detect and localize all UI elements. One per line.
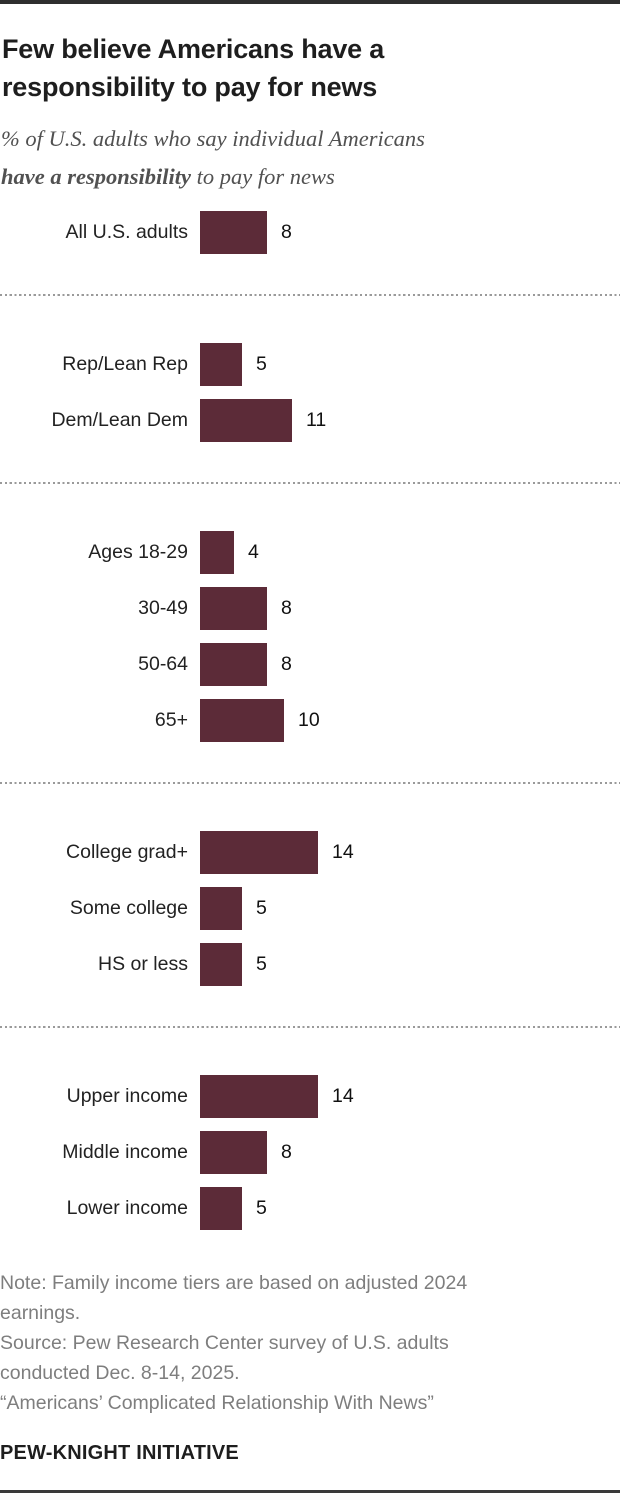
section-divider (0, 482, 620, 484)
bar (200, 887, 242, 930)
category-label: Upper income (66, 1085, 188, 1107)
note-line: “Americans’ Complicated Relationship Wit… (0, 1392, 434, 1414)
page-title: Few believe Americans have a responsibili… (2, 30, 620, 106)
subtitle-emphasis: have a responsibility (1, 164, 191, 189)
bar-row: Middle income 8 (0, 1131, 620, 1174)
category-label: Middle income (62, 1141, 188, 1163)
section-divider (0, 782, 620, 784)
value-label: 5 (256, 953, 267, 975)
bar (200, 211, 267, 254)
bar-row: 65+ 10 (0, 699, 620, 742)
subtitle-line-1: % of U.S. adults who say individual Amer… (1, 126, 425, 151)
bar-row: Lower income 5 (0, 1187, 620, 1230)
bar-chart: All U.S. adults 8 Rep/Lean Rep 5 Dem/Lean De… (0, 211, 620, 1230)
bar-row: HS or less 5 (0, 943, 620, 986)
chart-section-income: Upper income 14 Middle income 8 Lower income… (0, 1075, 620, 1230)
bar-row: Ages 18-29 4 (0, 531, 620, 574)
bar (200, 643, 267, 686)
note-line: Source: Pew Research Center survey of U.… (0, 1332, 449, 1354)
bar (200, 587, 267, 630)
value-label: 14 (332, 841, 354, 863)
category-label: College grad+ (66, 841, 188, 863)
chart-section-age: Ages 18-29 4 30-49 8 50-64 8 65+ 10 (0, 531, 620, 742)
note-line: conducted Dec. 8-14, 2025. (0, 1362, 240, 1384)
value-label: 8 (281, 1141, 292, 1163)
footnotes: Note: Family income tiers are based on a… (0, 1268, 620, 1418)
value-label: 5 (256, 897, 267, 919)
bar-row: 50-64 8 (0, 643, 620, 686)
chart-section-overall: All U.S. adults 8 (0, 211, 620, 254)
bar (200, 531, 234, 574)
value-label: 5 (256, 1197, 267, 1219)
bar (200, 1131, 267, 1174)
category-label: 30-49 (138, 597, 188, 619)
value-label: 8 (281, 221, 292, 243)
note-line: Note: Family income tiers are based on a… (0, 1272, 468, 1294)
bar-row: Dem/Lean Dem 11 (0, 399, 620, 442)
section-divider (0, 294, 620, 296)
category-label: Some college (69, 897, 188, 919)
category-label: 65+ (154, 709, 188, 731)
brand-label: PEW-KNIGHT INITIATIVE (0, 1442, 239, 1464)
bar (200, 1075, 318, 1118)
title-line-1: Few believe Americans have a (2, 34, 385, 64)
top-border (0, 0, 620, 4)
category-label: HS or less (98, 953, 188, 975)
section-divider (0, 1026, 620, 1028)
bar-row: Upper income 14 (0, 1075, 620, 1118)
value-label: 10 (298, 709, 320, 731)
bar (200, 1187, 242, 1230)
bar-row: All U.S. adults 8 (0, 211, 620, 254)
value-label: 8 (281, 653, 292, 675)
chart-subtitle: % of U.S. adults who say individual Amer… (1, 120, 620, 196)
category-label: Dem/Lean Dem (51, 409, 188, 431)
bar-row: College grad+ 14 (0, 831, 620, 874)
title-line-2: responsibility to pay for news (2, 72, 378, 102)
category-label: All U.S. adults (65, 221, 188, 243)
category-label: Rep/Lean Rep (62, 353, 188, 375)
bar-row: 30-49 8 (0, 587, 620, 630)
subtitle-line-2-rest: to pay for news (191, 164, 335, 189)
value-label: 5 (256, 353, 267, 375)
note-line: earnings. (0, 1302, 81, 1324)
value-label: 4 (248, 541, 259, 563)
bar-row: Rep/Lean Rep 5 (0, 343, 620, 386)
bar (200, 343, 242, 386)
bar (200, 399, 292, 442)
bottom-border (0, 1490, 620, 1493)
category-label: Lower income (66, 1197, 188, 1219)
bar (200, 943, 242, 986)
category-label: 50-64 (138, 653, 188, 675)
bar (200, 831, 318, 874)
bar-row: Some college 5 (0, 887, 620, 930)
chart-section-education: College grad+ 14 Some college 5 HS or less 5 (0, 831, 620, 986)
value-label: 11 (306, 409, 327, 431)
value-label: 14 (332, 1085, 354, 1107)
bar (200, 699, 284, 742)
chart-section-party: Rep/Lean Rep 5 Dem/Lean Dem 11 (0, 343, 620, 442)
category-label: Ages 18-29 (88, 541, 188, 563)
value-label: 8 (281, 597, 292, 619)
